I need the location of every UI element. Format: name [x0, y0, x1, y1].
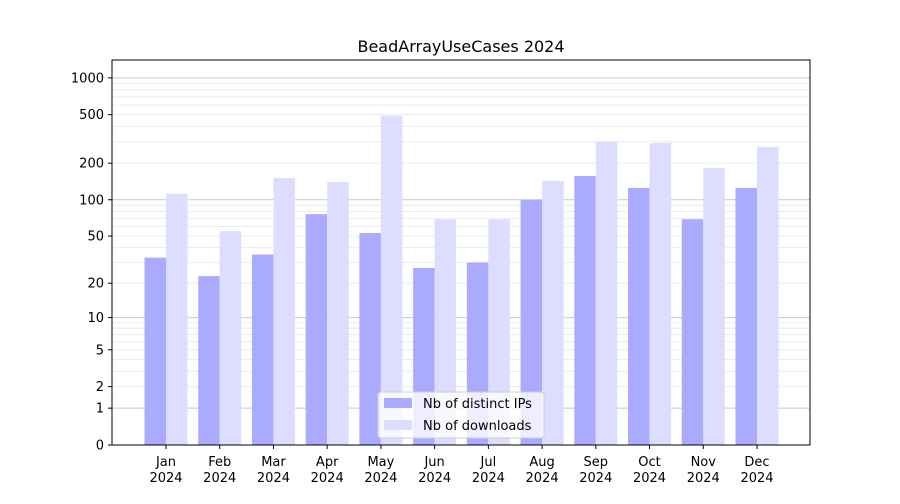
y-tick-label: 10 — [87, 311, 104, 326]
y-tick-label: 200 — [79, 157, 104, 172]
bar-downloads-8 — [542, 180, 564, 446]
x-tick-label-line: 2024 — [687, 471, 720, 486]
bar-downloads-12 — [757, 146, 779, 445]
bar-downloads-3 — [273, 178, 295, 445]
bar-downloads-6 — [434, 219, 457, 445]
x-tick-label-line: May — [367, 455, 394, 470]
bar-downloads-10 — [649, 142, 672, 445]
y-tick-label: 100 — [79, 193, 104, 208]
bar-distinct-ips-10 — [628, 187, 650, 445]
x-tick-label-line: Feb — [208, 455, 231, 470]
y-axis: 0 1 2 5 10 20 50 100 200 500 1000 — [71, 71, 112, 454]
x-tick-label-line: Dec — [744, 455, 769, 470]
x-tick-label: Aug 2024 — [526, 455, 559, 486]
legend-label-downloads: Nb of downloads — [423, 419, 532, 434]
y-tick-label: 1000 — [71, 71, 104, 86]
x-tick-label: Dec 2024 — [740, 455, 773, 486]
x-tick-label-line: 2024 — [257, 471, 290, 486]
x-tick-label: Feb 2024 — [203, 455, 236, 486]
bar-distinct-ips-4 — [305, 214, 328, 445]
x-tick-label: Mar 2024 — [257, 455, 290, 486]
x-tick-label-line: Oct — [638, 455, 660, 470]
x-tick-label-line: 2024 — [203, 471, 236, 486]
x-tick-label-line: Mar — [261, 455, 286, 470]
bar-distinct-ips-12 — [735, 187, 757, 445]
bar-downloads-4 — [327, 182, 349, 445]
x-tick-label-line: 2024 — [633, 471, 666, 486]
bar-downloads-11 — [703, 167, 725, 445]
x-tick-label-line: 2024 — [418, 471, 451, 486]
x-tick-label: Jan 2024 — [149, 455, 182, 486]
bar-distinct-ips-5 — [359, 233, 381, 445]
y-tick-label: 500 — [79, 108, 104, 123]
plot-frame — [111, 59, 811, 446]
y-tick-label: 1 — [96, 402, 104, 417]
x-tick-label-line: Nov — [691, 455, 717, 470]
y-tick-label: 5 — [96, 343, 104, 358]
x-tick-label-line: 2024 — [472, 471, 505, 486]
x-tick-label-line: Apr — [316, 455, 339, 470]
legend-swatch-downloads — [384, 420, 412, 430]
x-tick-label-line: Jun — [423, 455, 444, 470]
x-tick-label: May 2024 — [364, 455, 397, 486]
x-tick-label-line: Sep — [584, 455, 609, 470]
bar-distinct-ips-2 — [198, 276, 220, 445]
x-tick-label: Nov 2024 — [687, 455, 720, 486]
bar-downloads-2 — [219, 231, 242, 445]
x-tick-label: Sep 2024 — [579, 455, 612, 486]
x-tick-label-line: 2024 — [149, 471, 182, 486]
bar-downloads-9 — [595, 141, 618, 445]
x-tick-label-line: Jul — [480, 455, 497, 470]
bar-distinct-ips-11 — [681, 219, 704, 445]
y-tick-label: 50 — [87, 230, 104, 245]
bar-downloads-5 — [380, 115, 403, 445]
bar-distinct-ips-8 — [520, 199, 543, 445]
bar-distinct-ips-3 — [251, 254, 274, 445]
bar-distinct-ips-1 — [144, 257, 166, 445]
x-tick-label-line: 2024 — [526, 471, 559, 486]
bars — [144, 115, 779, 446]
legend-swatch-ips — [384, 398, 412, 408]
y-tick-label: 2 — [96, 380, 104, 395]
legend-box — [377, 391, 545, 439]
legend: Nb of distinct IPs Nb of downloads — [377, 391, 545, 439]
bar-distinct-ips-9 — [574, 175, 596, 445]
bar-downloads-7 — [488, 219, 510, 445]
chart-title: BeadArrayUseCases 2024 — [357, 37, 564, 56]
x-tick-label-line: Aug — [529, 455, 554, 470]
y-tick-label: 0 — [96, 439, 104, 454]
x-tick-label: Oct 2024 — [633, 455, 666, 486]
y-tick-label: 20 — [87, 277, 104, 292]
bar-downloads-1 — [166, 193, 188, 445]
x-tick-label-line: 2024 — [579, 471, 612, 486]
x-tick-label-line: 2024 — [740, 471, 773, 486]
x-tick-label: Apr 2024 — [311, 455, 344, 486]
x-tick-label: Jun 2024 — [418, 455, 451, 486]
x-tick-label-line: 2024 — [364, 471, 397, 486]
x-tick-label-line: 2024 — [311, 471, 344, 486]
x-tick-label-line: Jan — [155, 455, 176, 470]
legend-label-ips: Nb of distinct IPs — [423, 397, 532, 412]
x-tick-label: Jul 2024 — [472, 455, 505, 486]
